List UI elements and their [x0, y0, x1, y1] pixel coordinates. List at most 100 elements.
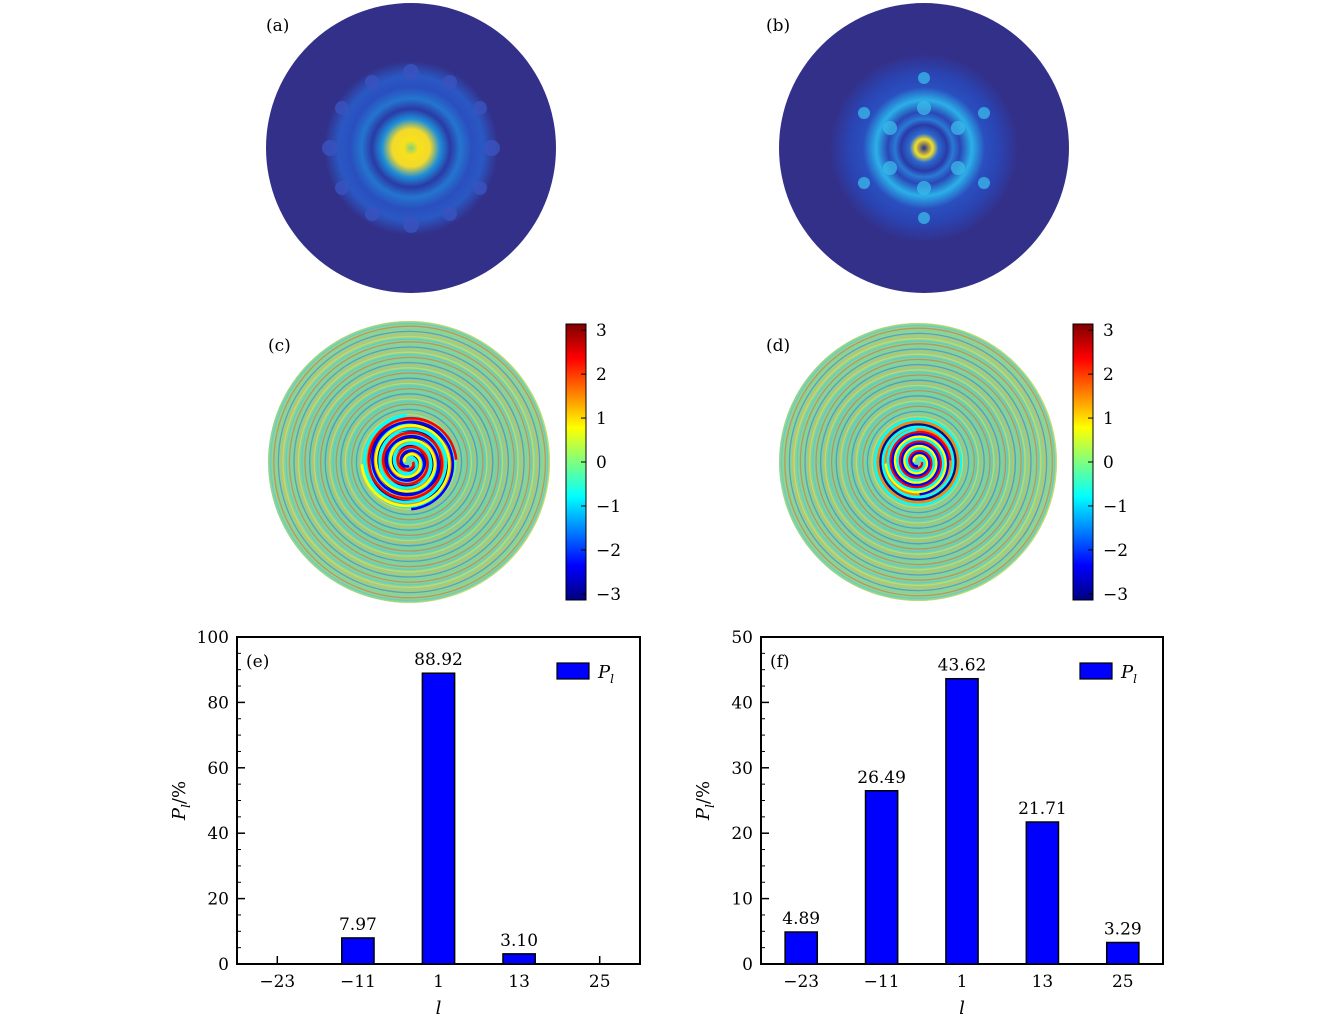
phase-ring — [383, 436, 435, 488]
x-tick-label: −11 — [340, 972, 376, 992]
phase-ring — [838, 382, 999, 542]
x-tick-label: −11 — [864, 972, 900, 992]
bar — [864, 790, 899, 965]
phase-ring — [280, 333, 539, 591]
phase-ring — [335, 387, 484, 537]
phase-ring — [324, 377, 494, 547]
bar-value-label: 7.97 — [339, 915, 377, 935]
phase-ring — [819, 363, 1017, 561]
colorbar-tick-label: 3 — [1103, 321, 1114, 341]
legend-swatch — [1079, 662, 1113, 680]
panel-label-a: (a) — [266, 16, 289, 36]
phase-ring — [846, 389, 991, 535]
x-tick-label: 1 — [433, 972, 444, 992]
colorbar-tick-label: −2 — [596, 541, 621, 561]
legend-label: Pl — [1120, 662, 1137, 686]
phase-ring — [305, 359, 512, 565]
phase-ring — [321, 374, 496, 550]
phase-ring — [788, 332, 1048, 592]
phase-ring — [319, 372, 500, 552]
phase-ring — [815, 358, 1022, 566]
outer-lobes-a — [322, 64, 500, 233]
phase-ring — [863, 408, 972, 516]
colorbar-tick-label: 0 — [1103, 453, 1114, 473]
phase-ring — [812, 356, 1024, 568]
y-tick-label: 30 — [731, 759, 753, 779]
bar — [341, 937, 375, 965]
phase-ring — [355, 408, 463, 516]
phase-ring — [269, 322, 549, 602]
phase-ring — [879, 423, 957, 501]
phase-ring — [352, 406, 465, 518]
phase-ring — [869, 413, 968, 511]
bar-value-label: 21.71 — [1018, 799, 1067, 819]
y-tick-label: 20 — [207, 890, 229, 910]
y-tick-label: 0 — [218, 955, 229, 975]
x-tick-label: 1 — [957, 972, 968, 992]
bar-value-label: 3.29 — [1104, 919, 1142, 939]
panel-label: (e) — [246, 652, 269, 672]
phase-spiral-arm — [363, 413, 447, 504]
phase-ring — [881, 425, 955, 499]
phase-disk-c — [268, 321, 550, 603]
y-tick-label: 0 — [742, 955, 753, 975]
phase-ring — [344, 398, 473, 526]
intensity-disk-a — [266, 3, 556, 293]
legend-swatch — [556, 662, 590, 680]
phase-ring — [343, 395, 476, 529]
phase-ring — [847, 392, 987, 532]
bar-chart-e: 0 20 40 60 80 100 −23 −11 7.97 1 88.92 13 3.10 25 (e) P… — [169, 628, 641, 1019]
phase-ring — [293, 346, 525, 578]
phase-ring — [823, 366, 1015, 558]
legend-label: Pl — [597, 662, 614, 686]
phase-ring — [840, 384, 995, 540]
panel-label-d: (d) — [766, 336, 790, 356]
phase-ring — [290, 343, 527, 581]
bar-value-label: 26.49 — [857, 768, 906, 788]
intensity-disk-b — [779, 3, 1069, 293]
colorbar-tick-label: 1 — [1103, 409, 1114, 429]
y-tick-label: 100 — [197, 628, 229, 648]
x-tick-label: 13 — [508, 972, 530, 992]
panel-b: (b) — [766, 3, 1069, 293]
phase-ring — [851, 395, 985, 529]
phase-spiral-arm — [371, 420, 455, 511]
bar-value-label: 4.89 — [782, 909, 820, 929]
phase-ring — [296, 348, 523, 576]
phase-ring — [807, 350, 1030, 574]
colorbar-tick-label: 2 — [596, 365, 607, 385]
colorbar-tick-label: 2 — [1103, 365, 1114, 385]
phase-ring — [808, 353, 1026, 571]
phase-ring — [285, 338, 533, 586]
phase-ring — [871, 415, 964, 509]
phase-ring — [832, 376, 1003, 548]
bar — [784, 931, 819, 965]
bar — [1025, 821, 1060, 965]
phase-ring — [274, 328, 543, 596]
phase-ring — [855, 400, 980, 524]
y-tick-label: 10 — [731, 890, 753, 910]
lattice-spots-b — [858, 72, 990, 224]
panel-label-b: (b) — [766, 16, 790, 36]
panel-a: (a) — [266, 3, 556, 293]
phase-spiral-arm — [889, 430, 952, 489]
phase-rings-d — [779, 323, 1057, 601]
phase-ring — [799, 343, 1038, 581]
phase-disk-d — [779, 323, 1057, 601]
bar — [1105, 941, 1140, 965]
x-axis-label: l — [436, 998, 442, 1019]
bar — [421, 672, 456, 965]
phase-ring — [816, 361, 1019, 563]
phase-ring — [332, 385, 486, 539]
phase-ring — [304, 356, 515, 568]
phase-ring — [780, 324, 1056, 600]
phase-spiral-arm — [367, 416, 458, 500]
bar-value-label: 43.62 — [938, 656, 987, 676]
phase-ring — [874, 418, 963, 507]
bar — [945, 677, 979, 965]
phase-ring — [277, 330, 541, 594]
y-axis-label: Pl/% — [169, 781, 193, 821]
colorbar-tick-label: −1 — [1103, 497, 1128, 517]
phase-ring — [824, 369, 1011, 555]
